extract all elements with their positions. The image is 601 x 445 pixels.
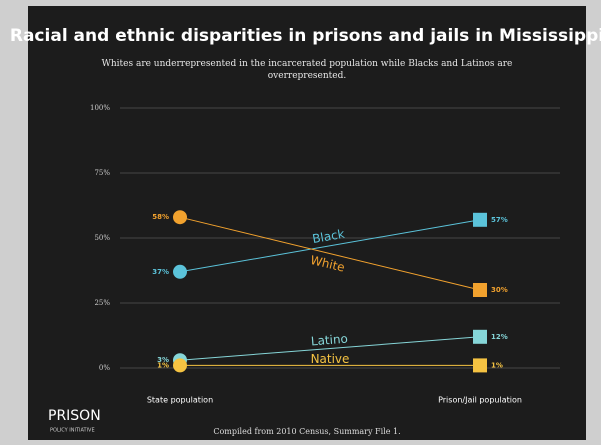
value-label: 57% [491, 216, 508, 224]
y-tick-label: 75% [94, 169, 110, 177]
source: Compiled from 2010 Census, Summary File … [213, 427, 400, 436]
chart-title: Racial and ethnic disparities in prisons… [10, 26, 601, 46]
marker-square [473, 358, 487, 373]
x-tick-label: Prison/Jail population [438, 396, 522, 405]
value-label: 3% [157, 356, 169, 364]
series-name: Native [311, 352, 350, 366]
value-label: 1% [157, 361, 169, 369]
value-label: 12% [491, 333, 508, 341]
value-label: 37% [152, 268, 169, 276]
marker-circle [173, 264, 187, 279]
logo-subtitle: POLICY INITIATIVE [50, 428, 95, 434]
marker-circle [173, 210, 187, 225]
y-tick-label: 0% [99, 364, 110, 372]
y-tick-label: 25% [94, 299, 110, 307]
subtitle-box: Whites are underrepresented in the incar… [101, 59, 513, 81]
series-line [179, 216, 481, 291]
marker-square [473, 329, 487, 344]
y-tick-label: 100% [90, 104, 110, 112]
series-name: Latino [310, 332, 348, 349]
y-tick-label: 50% [94, 234, 110, 242]
chart-subtitle: Whites are underrepresented in the incar… [101, 59, 513, 81]
value-label: 58% [152, 213, 169, 221]
value-label: 30% [491, 286, 508, 294]
x-tick-label: State population [147, 396, 213, 405]
value-label: 1% [491, 361, 503, 369]
series-name: Black [311, 227, 345, 246]
series-line [179, 336, 481, 361]
marker-circle [173, 358, 187, 373]
marker-square [473, 283, 487, 297]
series-line [179, 219, 481, 273]
marker-square [473, 212, 487, 227]
logo-name: PRISON [48, 408, 101, 424]
